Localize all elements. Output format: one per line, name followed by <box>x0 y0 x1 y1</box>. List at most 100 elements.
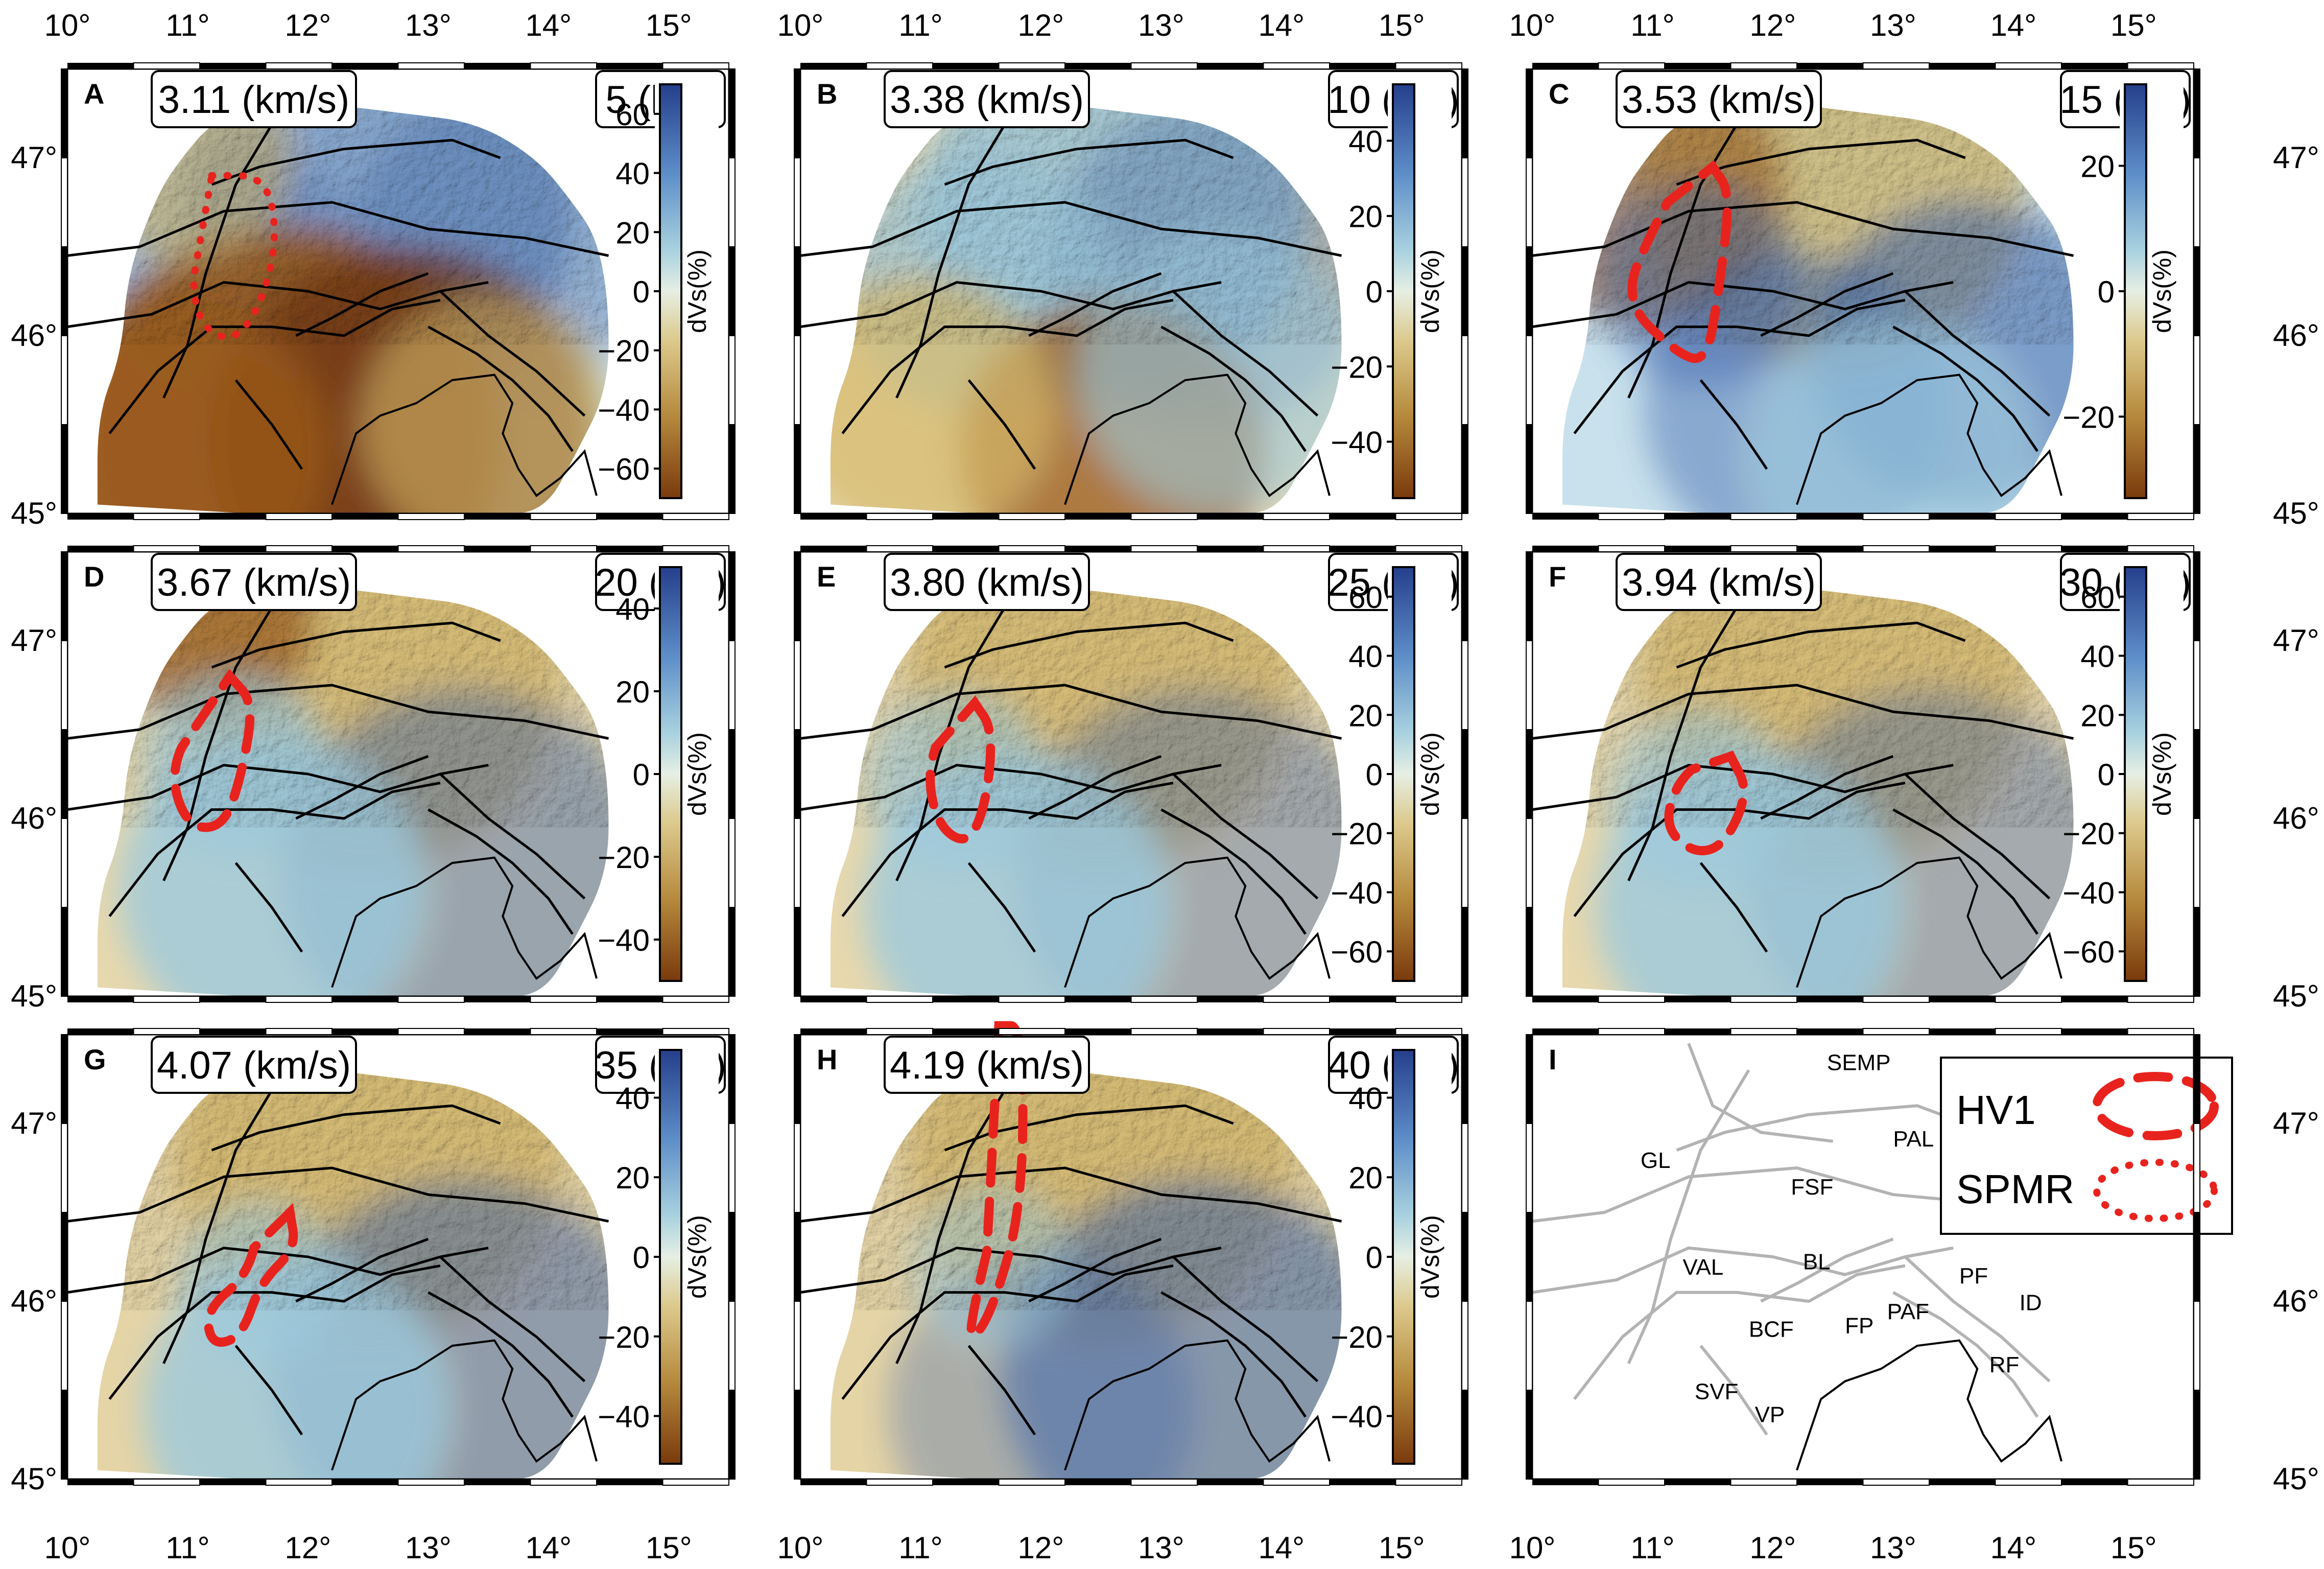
fault-line <box>108 298 441 434</box>
fault-line <box>1160 1291 1307 1418</box>
lat-tick-right: 45° <box>2273 496 2319 530</box>
lon-tick-bottom: 14° <box>1990 1531 2036 1565</box>
colorbar-tick-label: −40 <box>598 1400 650 1434</box>
lon-tick-bottom: 11° <box>165 1531 209 1565</box>
fault-line <box>1687 1043 1833 1143</box>
lon-tick-bottom: 10° <box>1509 1531 1556 1565</box>
lon-tick-bottom: 15° <box>2110 1531 2157 1565</box>
legend: HV1 SPMR <box>1940 1057 2233 1235</box>
lon-tick-top: 10° <box>44 8 91 42</box>
colorbar: 40 20 0 −20 −40 dVs(%) <box>1331 1042 1452 1472</box>
lon-tick-top: 13° <box>1870 8 1916 42</box>
lon-tick-bottom: 13° <box>1138 1531 1184 1565</box>
panel-label: B <box>817 78 837 110</box>
colorbar: 40 20 0 −20 −40 dVs(%) <box>598 559 719 989</box>
lon-tick-bottom: 12° <box>1018 1531 1064 1565</box>
colorbar-label: dVs(%) <box>1416 249 1444 333</box>
fault-line <box>108 781 441 917</box>
coastline <box>331 373 598 505</box>
lat-tick-left: 45° <box>11 979 57 1013</box>
colorbar-tick-label: 0 <box>1366 1240 1383 1275</box>
lat-tick-left: 46° <box>11 801 57 835</box>
lon-tick-bottom: 15° <box>646 1531 692 1565</box>
fault-line <box>1160 808 1307 935</box>
fault-line <box>800 1166 1342 1223</box>
fault-line <box>1028 272 1162 337</box>
velocity-label: 4.19 (km/s) <box>884 1036 1090 1094</box>
lon-tick-top: 11° <box>898 8 942 42</box>
colorbar-tick-label: −40 <box>598 393 650 427</box>
colorbar-tick-label: 20 <box>1348 200 1383 234</box>
lat-tick-left: 46° <box>11 1284 57 1318</box>
fault-line <box>234 379 303 470</box>
colorbar-tick-label: 0 <box>2098 275 2115 309</box>
lat-tick-left: 45° <box>11 1462 57 1496</box>
colorbar: 60 40 20 0 −20 −40 −60 dVs(%) <box>1331 559 1452 989</box>
panel-label: A <box>84 78 104 110</box>
fault-line <box>1699 1345 1768 1436</box>
velocity-label: 3.80 (km/s) <box>884 553 1090 611</box>
panel-i: SEMP PAL GL FSF VAL BL PF ID PAF FP BCF RF SVF VP HV1 S… <box>1526 1028 2233 1486</box>
spmr-outline <box>190 172 278 341</box>
velocity-text: 3.11 (km/s) <box>158 78 349 122</box>
lat-tick-left: 45° <box>11 496 57 530</box>
fault-line <box>162 1069 285 1364</box>
lon-tick-top: 12° <box>1018 8 1064 42</box>
velocity-label: 4.07 (km/s) <box>151 1036 357 1094</box>
fault-line <box>67 684 609 740</box>
colorbar-tick-label: −60 <box>2062 935 2115 969</box>
colorbar-label: dVs(%) <box>683 1215 712 1299</box>
fault-line <box>1760 272 1894 337</box>
colorbar-tick-label: 40 <box>1348 124 1383 158</box>
colorbar-tick-label: 60 <box>615 98 650 132</box>
fault-label-id: ID <box>2020 1290 2042 1315</box>
panel-label: G <box>84 1043 106 1075</box>
fault-line <box>841 298 1174 434</box>
lon-tick-top: 15° <box>646 8 692 42</box>
velocity-label: 3.11 (km/s) <box>151 70 357 128</box>
lon-tick-top: 13° <box>1138 8 1184 42</box>
colorbar-label: dVs(%) <box>2148 732 2176 816</box>
colorbar-tick-label: −20 <box>598 1320 650 1354</box>
fault-line <box>1904 290 2051 417</box>
colorbar-tick-label: 20 <box>615 216 650 250</box>
fault-line <box>234 862 303 953</box>
coastline <box>1064 373 1331 505</box>
fault-line <box>1028 1237 1162 1303</box>
lon-tick-top: 13° <box>405 8 452 42</box>
lat-tick-right: 45° <box>2273 1462 2319 1496</box>
colorbar-tick-label: 0 <box>1366 758 1383 792</box>
colorbar-scale <box>659 566 682 982</box>
colorbar-scale <box>1392 83 1415 499</box>
colorbar-tick-label: −20 <box>1331 1320 1383 1354</box>
colorbar-label: dVs(%) <box>1416 732 1444 816</box>
legend-hv1-symbol <box>2092 1072 2219 1140</box>
colorbar-tick-label: 20 <box>615 1161 650 1195</box>
fault-line <box>234 1345 303 1436</box>
fault-line <box>967 379 1036 470</box>
colorbar-tick-label: 40 <box>1348 640 1383 674</box>
lon-tick-bottom: 12° <box>285 1531 331 1565</box>
colorbar-tick-label: −40 <box>1331 426 1383 460</box>
lat-tick-right: 47° <box>2273 623 2319 658</box>
lat-tick-right: 46° <box>2273 801 2319 835</box>
panel-label: E <box>817 560 836 593</box>
fault-label-rf: RF <box>1989 1352 2020 1377</box>
velocity-label: 3.94 (km/s) <box>1616 553 1822 611</box>
fault-line <box>162 104 285 399</box>
fault-line <box>967 862 1036 953</box>
colorbar: 40 20 0 −20 −40 dVs(%) <box>1331 76 1452 506</box>
colorbar-tick-label: −40 <box>1331 1400 1383 1434</box>
lon-tick-top: 15° <box>1379 8 1425 42</box>
colorbar-scale <box>1392 566 1415 982</box>
lon-tick-top: 11° <box>165 8 209 42</box>
velocity-text: 3.94 (km/s) <box>1622 561 1816 604</box>
colorbar-tick-label: 20 <box>2080 698 2115 733</box>
fault-line <box>1627 1069 1750 1365</box>
fault-line <box>800 684 1342 740</box>
fault-line <box>1160 325 1307 452</box>
velocity-text: 3.67 (km/s) <box>157 561 351 604</box>
